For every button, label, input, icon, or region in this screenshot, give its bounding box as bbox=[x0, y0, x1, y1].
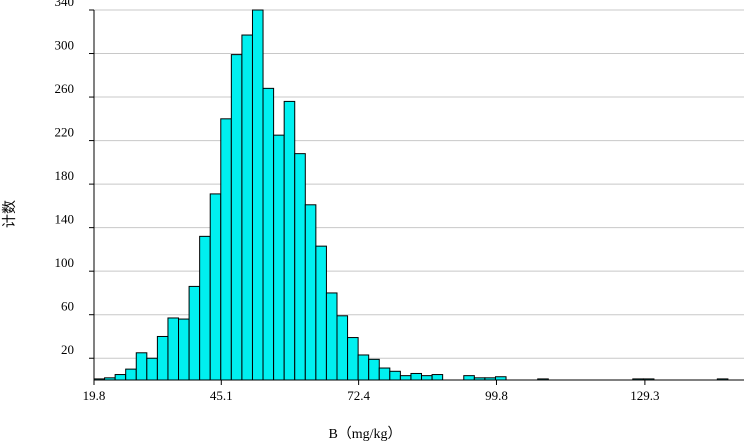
x-tick-label: 72.4 bbox=[347, 388, 370, 403]
y-tick-label: 220 bbox=[55, 125, 75, 140]
histogram-bar bbox=[463, 375, 475, 381]
histogram-bar bbox=[251, 9, 264, 381]
histogram-bar bbox=[294, 153, 306, 381]
histogram-bar bbox=[357, 354, 370, 381]
histogram-bar bbox=[209, 193, 222, 381]
histogram-bar bbox=[421, 375, 433, 381]
histogram-bar bbox=[347, 337, 359, 381]
histogram-bar bbox=[114, 374, 127, 381]
axes bbox=[93, 10, 744, 381]
histogram-bar bbox=[167, 317, 180, 381]
y-tick-label: 140 bbox=[55, 212, 75, 227]
histogram-bar bbox=[220, 118, 232, 381]
histogram-bar bbox=[304, 204, 317, 381]
y-tick-label: 180 bbox=[55, 168, 75, 183]
histogram-bar bbox=[410, 372, 423, 381]
histogram-bar bbox=[378, 367, 391, 381]
x-tick-label: 129.3 bbox=[630, 388, 659, 403]
histogram-bar bbox=[188, 285, 201, 381]
y-axis-title: 计数 bbox=[2, 200, 18, 228]
histogram-bar bbox=[336, 315, 349, 381]
y-tick-label: 300 bbox=[55, 38, 75, 53]
y-axis-ticks: 20 60 100 140 180 220 260 300 340 bbox=[55, 0, 94, 359]
histogram-bar bbox=[146, 357, 158, 381]
y-tick-label: 260 bbox=[55, 81, 75, 96]
histogram-bar bbox=[241, 34, 253, 381]
histogram-bar bbox=[315, 245, 327, 381]
histogram-bar bbox=[283, 100, 296, 381]
y-tick-label: 340 bbox=[55, 0, 75, 9]
x-axis-ticks: 19.8 45.1 72.4 99.8 129.3 bbox=[83, 380, 660, 403]
histogram-bar bbox=[125, 368, 137, 381]
histogram-bar bbox=[325, 292, 338, 381]
histogram-bar bbox=[431, 374, 444, 381]
histogram-bar bbox=[135, 352, 148, 381]
histogram-bar bbox=[199, 235, 211, 381]
histogram-bar bbox=[178, 318, 190, 381]
histogram-bar bbox=[399, 375, 412, 381]
y-tick-label: 60 bbox=[61, 299, 74, 314]
histogram-bar bbox=[389, 370, 401, 381]
x-tick-label: 19.8 bbox=[83, 388, 106, 403]
x-tick-label: 45.1 bbox=[210, 388, 233, 403]
histogram-bar bbox=[156, 335, 169, 381]
x-tick-label: 99.8 bbox=[485, 388, 508, 403]
y-tick-label: 100 bbox=[55, 255, 75, 270]
histogram-bar bbox=[273, 134, 285, 381]
histogram-bars bbox=[93, 9, 729, 381]
x-axis-title: B（mg/kg） bbox=[328, 426, 401, 442]
histogram-bar bbox=[368, 358, 380, 381]
histogram-bar bbox=[262, 87, 275, 381]
y-tick-label: 20 bbox=[61, 342, 74, 357]
histogram-bar bbox=[230, 54, 243, 381]
